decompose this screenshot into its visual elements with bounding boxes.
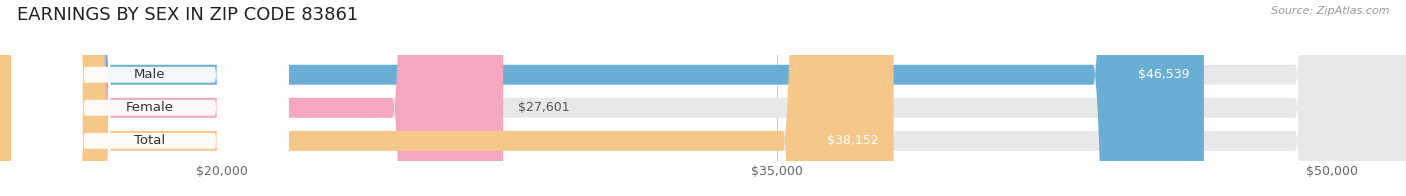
- Text: $46,539: $46,539: [1137, 68, 1189, 81]
- FancyBboxPatch shape: [0, 0, 894, 196]
- Text: $27,601: $27,601: [517, 101, 569, 114]
- Text: Source: ZipAtlas.com: Source: ZipAtlas.com: [1271, 6, 1389, 16]
- FancyBboxPatch shape: [11, 0, 288, 196]
- FancyBboxPatch shape: [0, 0, 1204, 196]
- Text: Female: Female: [127, 101, 174, 114]
- Text: $38,152: $38,152: [827, 134, 879, 147]
- Text: Male: Male: [134, 68, 166, 81]
- FancyBboxPatch shape: [11, 0, 288, 196]
- FancyBboxPatch shape: [11, 0, 288, 196]
- Text: EARNINGS BY SEX IN ZIP CODE 83861: EARNINGS BY SEX IN ZIP CODE 83861: [17, 6, 359, 24]
- Text: Total: Total: [135, 134, 166, 147]
- FancyBboxPatch shape: [0, 0, 503, 196]
